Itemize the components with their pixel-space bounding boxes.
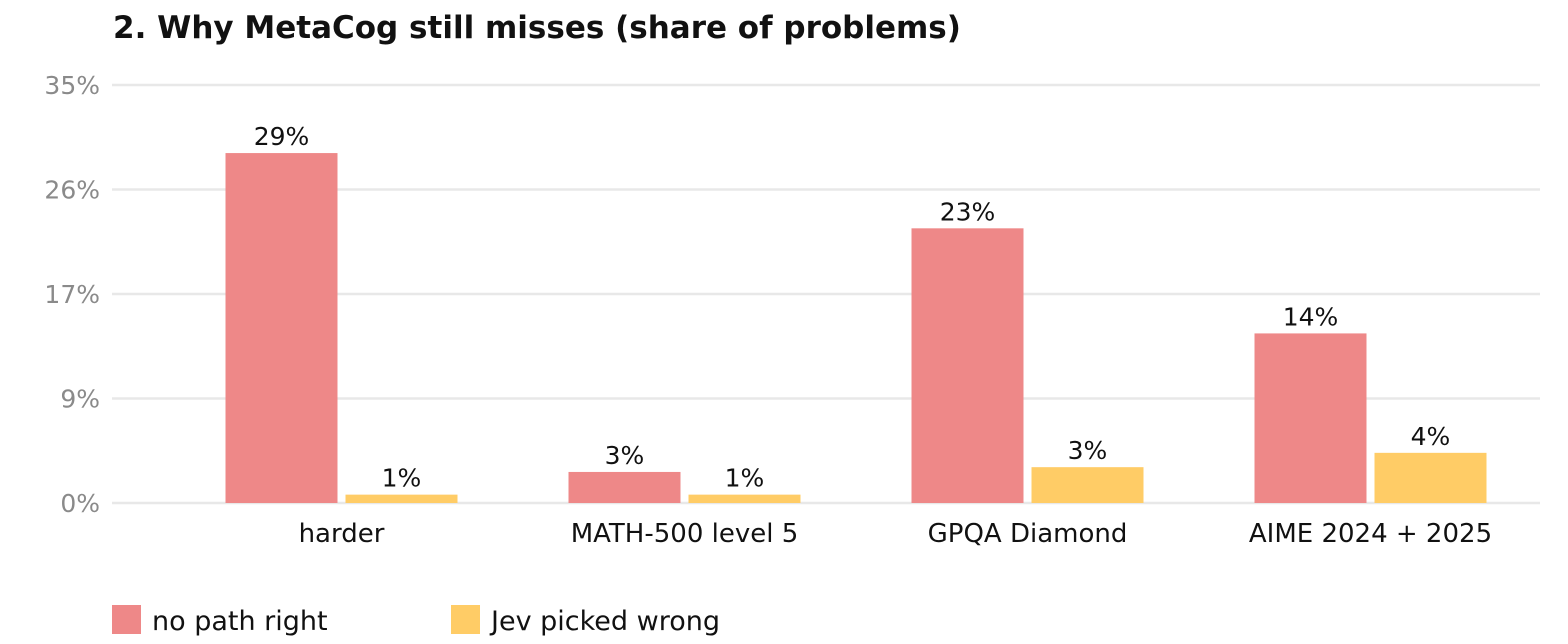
legend-swatch bbox=[451, 605, 480, 634]
bar bbox=[1031, 467, 1144, 503]
chart-title: 2. Why MetaCog still misses (share of pr… bbox=[113, 10, 961, 46]
data-label: 4% bbox=[1411, 422, 1451, 451]
x-tick-label: GPQA Diamond bbox=[928, 519, 1128, 549]
legend-label: no path right bbox=[152, 606, 328, 637]
x-axis: harder MATH-500 level 5 GPQA Diamond AIME 2… bbox=[299, 519, 1493, 549]
y-axis: 0% 9% 17% 26% 35% bbox=[44, 71, 100, 518]
x-tick-label: AIME 2024 + 2025 bbox=[1249, 519, 1492, 549]
x-tick-label: MATH-500 level 5 bbox=[571, 519, 799, 549]
bars: 29% 1% 3% 1% 23% 3% 14% 4% bbox=[225, 122, 1487, 504]
y-tick-label: 0% bbox=[60, 489, 100, 518]
bar bbox=[345, 494, 458, 503]
data-label: 14% bbox=[1283, 302, 1339, 331]
bar bbox=[688, 494, 801, 503]
data-label: 3% bbox=[1068, 436, 1108, 465]
x-tick-label: harder bbox=[299, 519, 385, 549]
y-tick-label: 26% bbox=[44, 176, 100, 205]
bar bbox=[568, 471, 681, 503]
bar bbox=[225, 153, 338, 503]
data-label: 1% bbox=[382, 464, 422, 493]
y-tick-label: 9% bbox=[60, 385, 100, 414]
y-tick-label: 35% bbox=[44, 71, 100, 100]
legend-swatch bbox=[112, 605, 141, 634]
legend-label: Jev picked wrong bbox=[489, 606, 720, 637]
bar bbox=[1254, 333, 1367, 503]
bar bbox=[1374, 452, 1487, 503]
y-tick-label: 17% bbox=[44, 280, 100, 309]
bar bbox=[911, 228, 1024, 504]
data-label: 23% bbox=[940, 197, 996, 226]
data-label: 1% bbox=[725, 464, 765, 493]
data-label: 29% bbox=[254, 122, 310, 151]
data-label: 3% bbox=[605, 441, 645, 470]
legend: no path right Jev picked wrong bbox=[112, 605, 720, 637]
